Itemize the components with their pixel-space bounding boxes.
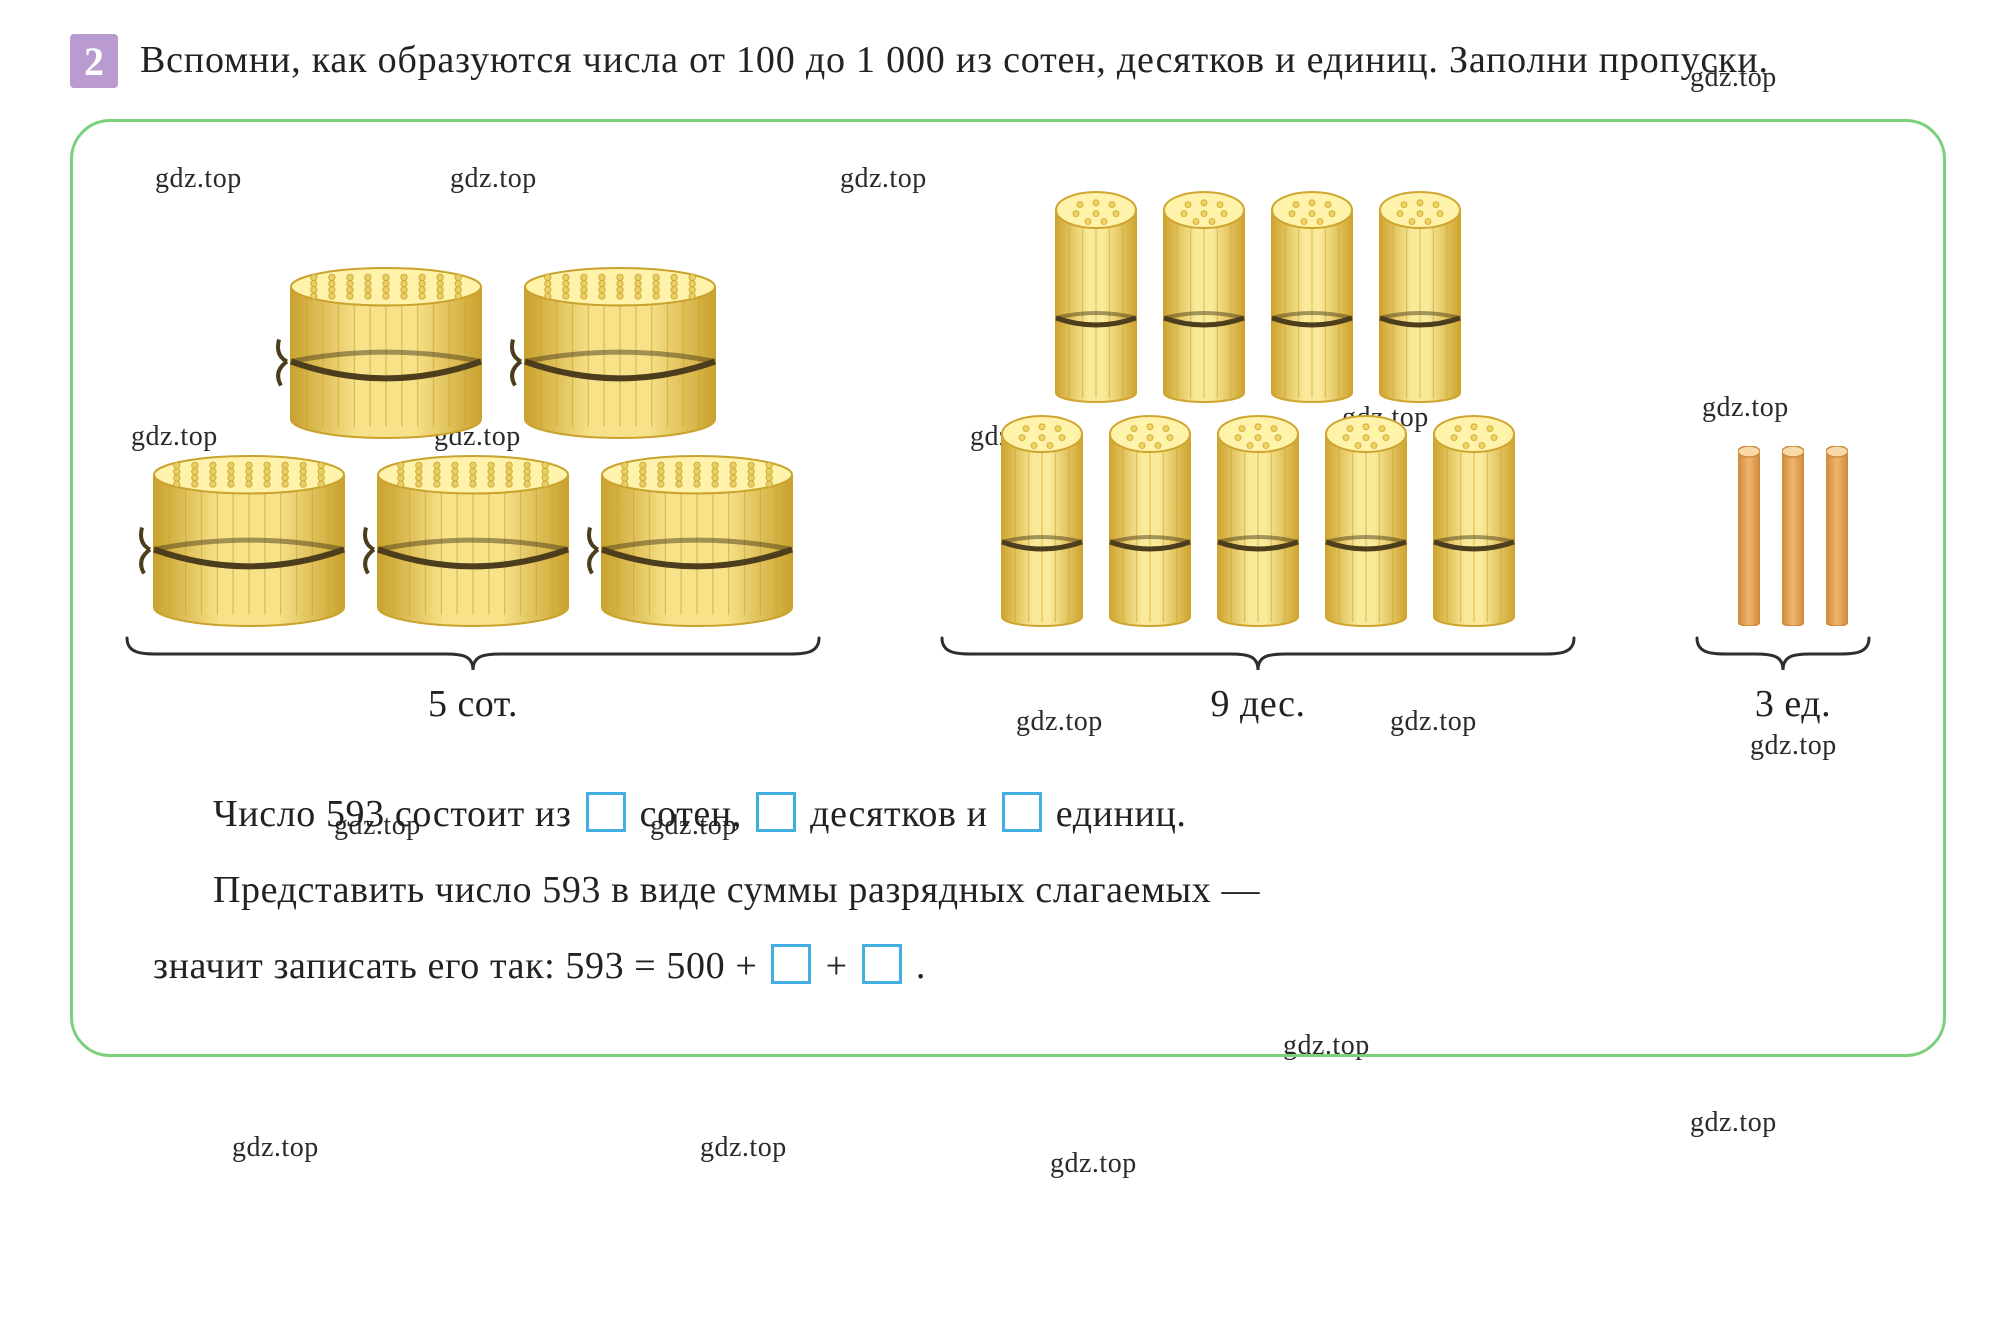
hundreds-row-1: [123, 268, 823, 438]
tens-bundle-icon: [1380, 192, 1460, 402]
brace-tens-icon: [938, 636, 1578, 672]
body-line-2: Представить число 593 в виде суммы разря…: [153, 852, 1863, 928]
tens-bundle-icon: [1110, 416, 1190, 626]
hundreds-label: 5 сот.: [123, 682, 823, 726]
unit-stick-icon: [1782, 446, 1804, 626]
page-root: gdz.topgdz.topgdz.topgdz.topgdz.topgdz.t…: [0, 0, 2006, 1331]
brace-hundreds-icon: [123, 636, 823, 672]
body-line1-mid1: сотен,: [640, 793, 752, 835]
hundreds-row-2: [123, 456, 823, 626]
hundreds-bundle-icon: [291, 268, 481, 438]
figures-row: 5 сот. 9 дес. 3 ед.: [123, 192, 1893, 726]
tens-row-1: [1056, 192, 1460, 402]
body-line-1: Число 593 состоит из сотен, десятков и е…: [153, 776, 1863, 852]
blank-box-tens[interactable]: [756, 792, 796, 832]
blank-box-addend-2[interactable]: [862, 944, 902, 984]
hundreds-bundle-icon: [378, 456, 568, 626]
body-line1-mid2: десятков и: [810, 793, 998, 835]
tens-bundle-icon: [1002, 416, 1082, 626]
task-header: 2 Вспомни, как образуются числа от 100 д…: [70, 30, 1946, 91]
blank-box-hundreds[interactable]: [586, 792, 626, 832]
tens-bundle-icon: [1434, 416, 1514, 626]
ones-row: [1693, 396, 1893, 626]
hundreds-bundle-icon: [602, 456, 792, 626]
tens-row-2: [1002, 416, 1514, 626]
body-line1-pre: Число 593 состоит из: [213, 793, 582, 835]
body-line3-pre: значит записать его так: 593 = 500 +: [153, 945, 767, 987]
body-line1-end: единиц.: [1056, 793, 1187, 835]
body-text: Число 593 состоит из сотен, десятков и е…: [123, 776, 1893, 1004]
task-text: Вспомни, как образуются числа от 100 до …: [140, 30, 1946, 91]
tens-bundle-icon: [1326, 416, 1406, 626]
watermark-text: gdz.top: [1690, 1107, 1777, 1139]
tens-grid: [938, 192, 1578, 626]
ones-label: 3 ед.: [1693, 682, 1893, 726]
illustration-panel: 5 сот. 9 дес. 3 ед. Число 593 состоит и: [70, 119, 1946, 1057]
body-line3-end: .: [916, 945, 926, 987]
blank-box-ones[interactable]: [1002, 792, 1042, 832]
body-line3-plus: +: [826, 945, 858, 987]
tens-bundle-icon: [1272, 192, 1352, 402]
hundreds-bundle-icon: [154, 456, 344, 626]
brace-ones-icon: [1693, 636, 1873, 672]
tens-bundle-icon: [1056, 192, 1136, 402]
tens-group: 9 дес.: [938, 192, 1578, 726]
watermark-text: gdz.top: [1050, 1148, 1137, 1180]
body-line-3: значит записать его так: 593 = 500 + + .: [153, 928, 1863, 1004]
hundreds-grid: [123, 268, 823, 626]
tens-label: 9 дес.: [938, 682, 1578, 726]
watermark-text: gdz.top: [700, 1132, 787, 1164]
unit-stick-icon: [1826, 446, 1848, 626]
tens-bundle-icon: [1164, 192, 1244, 402]
hundreds-bundle-icon: [525, 268, 715, 438]
unit-stick-icon: [1738, 446, 1760, 626]
hundreds-group: 5 сот.: [123, 268, 823, 726]
tens-bundle-icon: [1218, 416, 1298, 626]
blank-box-addend-1[interactable]: [771, 944, 811, 984]
watermark-text: gdz.top: [232, 1132, 319, 1164]
ones-group: 3 ед.: [1693, 396, 1893, 726]
task-number-badge: 2: [70, 34, 118, 88]
